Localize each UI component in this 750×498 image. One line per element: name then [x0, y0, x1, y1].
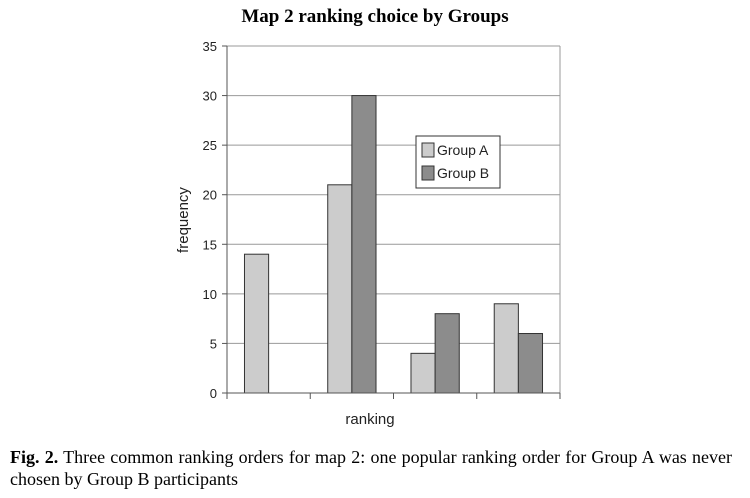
bar-chart: 0 5 10 15 20 25 30 35 ranking frequency Group A…: [175, 39, 561, 428]
caption-label: Fig. 2.: [10, 447, 59, 467]
y-tick-label: 25: [203, 138, 217, 153]
bar-group-a: [327, 184, 353, 394]
y-tick-label: 5: [210, 336, 217, 351]
bar-group-a: [493, 303, 519, 394]
bar-group-b: [351, 95, 377, 394]
y-axis-label: frequency: [175, 187, 192, 253]
legend-swatch: [421, 165, 435, 181]
chart-title: Map 2 ranking choice by Groups: [241, 6, 509, 27]
y-tick-label: 30: [203, 89, 217, 104]
y-tick-label: 0: [210, 386, 217, 401]
legend-label: Group A: [437, 142, 489, 158]
y-tick-label: 20: [203, 188, 217, 203]
bar-group-b: [434, 313, 460, 394]
bar-group-a: [410, 352, 436, 394]
y-tick-label: 10: [203, 287, 217, 302]
caption-text: Three common ranking orders for map 2: o…: [10, 447, 732, 489]
figure-caption: Fig. 2. Three common ranking orders for …: [10, 446, 732, 490]
x-axis-label: ranking: [345, 411, 394, 428]
bar-group-b: [517, 333, 544, 394]
bar-group-a: [243, 253, 270, 394]
legend-swatch: [421, 142, 435, 158]
y-tick-label: 35: [203, 39, 217, 54]
y-tick-label: 15: [203, 237, 217, 252]
legend: Group A Group B: [415, 135, 501, 189]
legend-label: Group B: [437, 165, 489, 181]
